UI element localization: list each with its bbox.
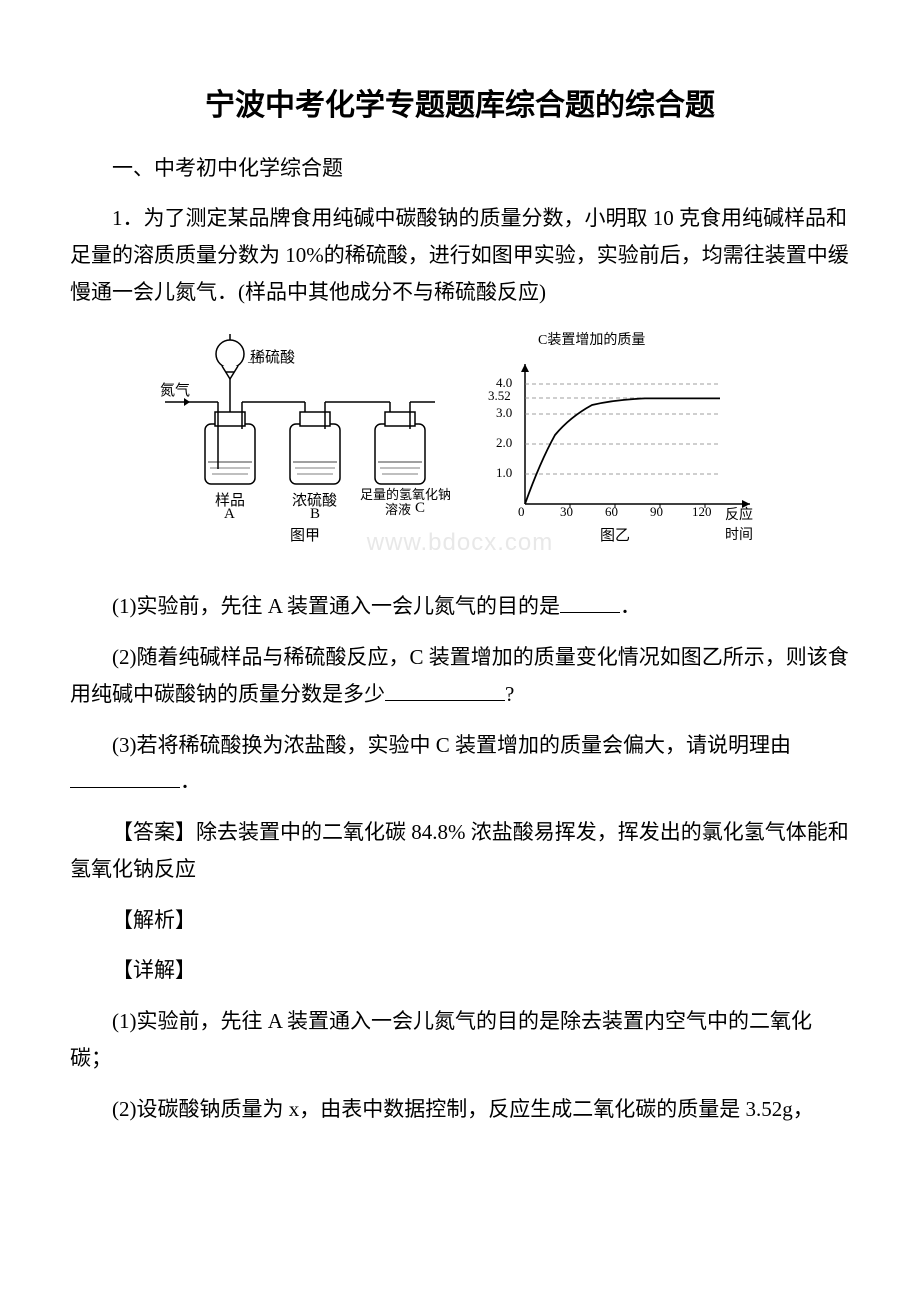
ytick-352: 3.52 [488, 388, 511, 404]
q3-tail: ． [180, 769, 201, 793]
xtick-60: 60 [605, 504, 618, 520]
figure-container: www.bdocx.com [70, 324, 850, 574]
blank-1 [560, 612, 620, 613]
chart-ylabel: C装置增加的质量 [538, 329, 645, 349]
q1-text: (1)实验前，先往 A 装置通入一会儿氮气的目的是 [112, 594, 560, 618]
xtick-30: 30 [560, 504, 573, 520]
q1-tail: ． [620, 594, 641, 618]
nitrogen-label: 氮气 [160, 379, 190, 400]
q3-text: (3)若将稀硫酸换为浓盐酸，实验中 C 装置增加的质量会偏大，请说明理由 [112, 733, 791, 757]
blank-2 [385, 700, 505, 701]
figure-wrap: www.bdocx.com [160, 324, 760, 574]
section-heading: 一、中考初中化学综合题 [70, 152, 850, 182]
question-1: (1)实验前，先往 A 装置通入一会儿氮气的目的是 ． [70, 588, 850, 625]
bottle-c-label-bottom: 溶液 [385, 499, 411, 518]
q2-tail: ? [505, 682, 514, 706]
acid-arrow: — [248, 354, 260, 369]
question-2: (2)随着纯碱样品与稀硫酸反应，C 装置增加的质量变化情况如图乙所示，则该食用纯… [70, 639, 850, 713]
detail-label: 【详解】 [70, 952, 850, 989]
answer-block: 【答案】除去装置中的二氧化碳 84.8% 浓盐酸易挥发，挥发出的氯化氢气体能和氢… [70, 814, 850, 888]
problem-intro: 1．为了测定某品牌食用纯碱中碳酸钠的质量分数，小明取 10 克食用纯碱样品和足量… [70, 200, 850, 310]
bottle-c-letter: C [415, 500, 425, 517]
chart-xlabel: 反应时间 [725, 504, 760, 544]
detail-1: (1)实验前，先往 A 装置通入一会儿氮气的目的是除去装置内空气中的二氧化碳； [70, 1003, 850, 1077]
xtick-120: 120 [692, 504, 712, 520]
page-title: 宁波中考化学专题题库综合题的综合题 [70, 80, 850, 124]
ytick-3: 3.0 [496, 405, 512, 421]
xtick-0: 0 [518, 504, 525, 520]
xtick-90: 90 [650, 504, 663, 520]
question-3: (3)若将稀硫酸换为浓盐酸，实验中 C 装置增加的质量会偏大，请说明理由 ． [70, 727, 850, 801]
ytick-1: 1.0 [496, 465, 512, 481]
apparatus-caption: 图甲 [290, 524, 320, 545]
q2-text: (2)随着纯碱样品与稀硫酸反应，C 装置增加的质量变化情况如图乙所示，则该食用纯… [70, 645, 849, 706]
blank-3 [70, 787, 180, 788]
bottle-b-letter: B [310, 506, 320, 523]
detail-2: (2)设碳酸钠质量为 x，由表中数据控制，反应生成二氧化碳的质量是 3.52g， [70, 1091, 850, 1128]
bottle-a-letter: A [224, 506, 235, 523]
chart-caption: 图乙 [600, 524, 630, 545]
analysis-label: 【解析】 [70, 902, 850, 939]
ytick-2: 2.0 [496, 435, 512, 451]
